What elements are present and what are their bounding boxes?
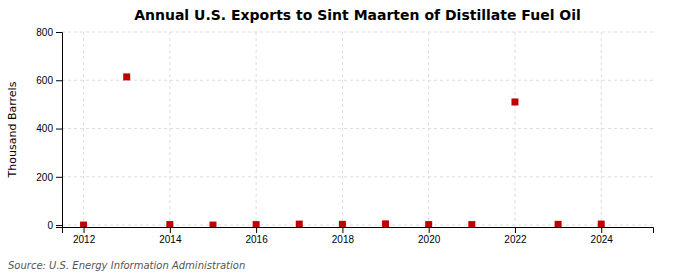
point: [339, 221, 346, 227]
x-tick: 2016: [245, 227, 268, 245]
point: [511, 98, 518, 105]
x-tick-label: 2014: [159, 234, 182, 245]
y-axis: 0 200 400 600 800: [36, 27, 62, 231]
annotation: Source: U.S. Energy Information Administ…: [8, 260, 245, 271]
x-tick-label: 2016: [245, 234, 268, 245]
x-axis: 2012 2014 2016 2018 2020 2022 2024: [63, 227, 654, 245]
y-tick: 600: [36, 75, 62, 86]
point: [253, 221, 260, 227]
x-tick-mark: [84, 227, 85, 233]
x-tick-mark: [429, 227, 430, 233]
x-tick-mark: [170, 227, 171, 233]
y-tick-mark: [56, 129, 62, 130]
y-tick-mark: [56, 225, 62, 226]
grid-line: [342, 32, 343, 227]
grid-line: [428, 32, 429, 227]
x-tick-label: 2024: [591, 234, 614, 245]
x-tick: 2014: [159, 227, 182, 245]
y-tick-label: 400: [36, 123, 53, 134]
y-tick-label: 200: [36, 172, 53, 183]
x-tick: 2024: [591, 227, 614, 245]
y-axis-title: Thousand Barrels: [6, 81, 19, 178]
y-tick: 200: [36, 172, 62, 183]
grid-line: [256, 32, 257, 227]
point: [468, 221, 475, 227]
point: [555, 221, 562, 227]
grid-line: [62, 80, 653, 81]
grid-line: [83, 32, 84, 227]
x-tick-mark: [256, 227, 257, 233]
y-tick-mark: [56, 32, 62, 33]
x-tick-label: 2018: [332, 234, 355, 245]
grid-line: [62, 128, 653, 129]
x-tick: 2020: [418, 227, 441, 245]
y-tick-mark: [56, 177, 62, 178]
point: [80, 222, 87, 227]
x-tick-label: 2012: [73, 234, 96, 245]
y-tick-label: 800: [36, 27, 53, 38]
y-tick-label: 0: [47, 220, 53, 231]
plot-area: 2012 2014 2016 2018 2020 2022 2024 0 200 400 600 80…: [36, 27, 653, 245]
chart: 2012 2014 2016 2018 2020 2022 2024 0 200 400 600 80…: [0, 0, 675, 275]
y-tick: 400: [36, 123, 62, 134]
grid-line: [601, 32, 602, 227]
grid: [62, 32, 653, 227]
y-tick: 800: [36, 27, 62, 38]
x-tick-mark: [342, 227, 343, 233]
point: [209, 222, 216, 227]
point: [123, 73, 130, 80]
grid-line: [169, 32, 170, 227]
point: [296, 221, 303, 227]
grid-line: [62, 32, 653, 33]
point: [598, 221, 605, 227]
grid-line: [62, 225, 653, 226]
y-tick-mark: [56, 80, 62, 81]
y-tick: 0: [47, 220, 62, 231]
x-tick: 2022: [504, 227, 527, 245]
point: [166, 221, 173, 227]
grid-line: [62, 176, 653, 177]
x-tick: 2012: [73, 227, 96, 245]
y-axis-line: [56, 33, 63, 228]
x-tick-mark: [515, 227, 516, 233]
x-tick-label: 2022: [504, 234, 527, 245]
points: [80, 73, 605, 227]
x-tick-mark: [601, 227, 602, 233]
point: [425, 221, 432, 227]
point: [382, 220, 389, 227]
x-tick-label: 2020: [418, 234, 441, 245]
x-axis-line: [63, 228, 654, 234]
grid-line: [514, 32, 515, 227]
y-tick-label: 600: [36, 75, 53, 86]
x-tick: 2018: [332, 227, 355, 245]
title: Annual U.S. Exports to Sint Maarten of D…: [134, 7, 581, 23]
